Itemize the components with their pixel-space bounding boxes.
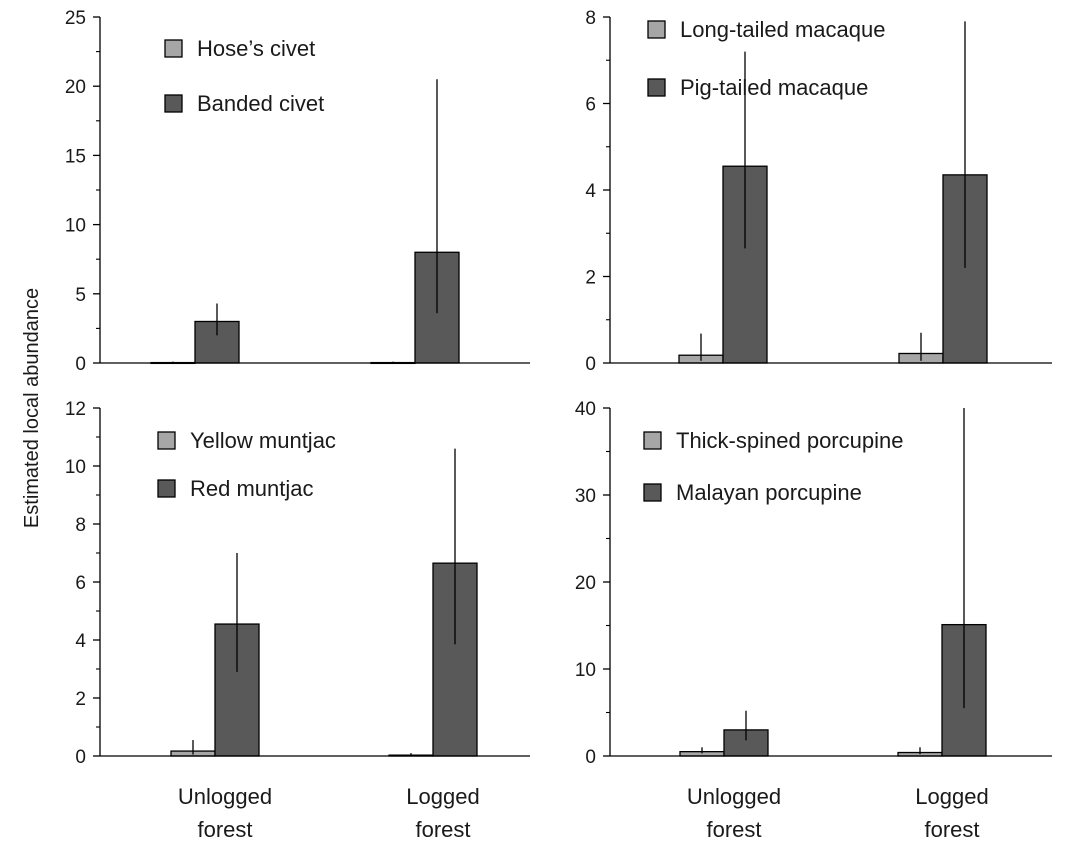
x-category-label: Unlogged (687, 784, 781, 809)
chart-panel-4: 0 10 20 30 40 Thick-spined porcupine Malayan p… (575, 399, 1052, 842)
y-tick-label: 10 (575, 660, 596, 681)
y-tick-label: 5 (75, 285, 86, 306)
legend-swatch (157, 431, 176, 450)
x-category-label: forest (706, 817, 761, 842)
y-tick-label: 2 (75, 689, 86, 710)
x-category-label: forest (197, 817, 252, 842)
y-tick-label: 0 (75, 747, 86, 768)
legend-swatch (643, 431, 662, 450)
y-tick-label: 20 (65, 77, 86, 98)
legend-swatch (164, 39, 183, 58)
legend-swatch (647, 20, 666, 39)
y-tick-label: 4 (75, 631, 86, 652)
legend-label: Hose’s civet (197, 36, 315, 61)
y-tick-label: 40 (575, 399, 596, 420)
y-tick-label: 30 (575, 486, 596, 507)
y-tick-label: 20 (575, 573, 596, 594)
y-tick-label: 6 (585, 95, 596, 116)
legend-label: Malayan porcupine (676, 480, 862, 505)
legend-label: Banded civet (197, 91, 324, 116)
chart-panel-3: 0 2 4 6 8 10 12 Yellow muntjac Red muntjac Unlogg… (65, 399, 530, 842)
y-tick-label: 8 (75, 515, 86, 536)
legend-swatch (164, 94, 183, 113)
y-tick-label: 15 (65, 146, 86, 167)
chart-panel-1: 0 5 10 15 20 25 Hose’s civet Banded civet (65, 8, 530, 375)
chart-panel-2: 0 2 4 6 8 Long-tailed macaque Pig-tailed macaq… (585, 8, 1052, 375)
legend-swatch (157, 479, 176, 498)
y-tick-label: 6 (75, 573, 86, 594)
x-category-label: Unlogged (178, 784, 272, 809)
y-tick-label: 10 (65, 216, 86, 237)
x-category-label: Logged (915, 784, 988, 809)
x-category-label: Logged (406, 784, 479, 809)
y-tick-label: 4 (585, 181, 596, 202)
y-tick-label: 2 (585, 268, 596, 289)
y-tick-label: 12 (65, 399, 86, 420)
y-tick-label: 10 (65, 457, 86, 478)
y-tick-label: 8 (585, 8, 596, 29)
x-category-label: forest (924, 817, 979, 842)
y-tick-label: 0 (585, 747, 596, 768)
legend-label: Thick-spined porcupine (676, 428, 903, 453)
x-category-label: forest (415, 817, 470, 842)
y-tick-label: 0 (585, 354, 596, 375)
y-tick-label: 25 (65, 8, 86, 29)
legend-label: Yellow muntjac (190, 428, 336, 453)
legend-label: Pig-tailed macaque (680, 75, 868, 100)
legend-label: Red muntjac (190, 476, 314, 501)
legend-swatch (647, 78, 666, 97)
y-axis-title: Estimated local abundance (21, 288, 43, 528)
y-tick-label: 0 (75, 354, 86, 375)
legend-swatch (643, 483, 662, 502)
legend-label: Long-tailed macaque (680, 17, 885, 42)
